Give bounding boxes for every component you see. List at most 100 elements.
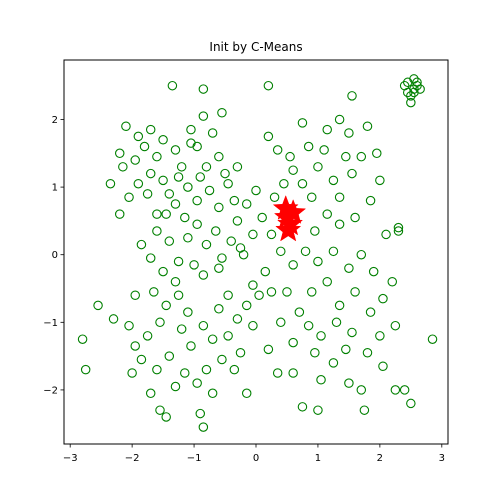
data-point bbox=[170, 276, 181, 287]
data-point bbox=[334, 114, 345, 125]
y-tick-label: 0 bbox=[52, 250, 58, 261]
data-point bbox=[192, 195, 202, 206]
data-point bbox=[201, 239, 212, 250]
data-point bbox=[207, 128, 218, 138]
data-point bbox=[387, 276, 398, 287]
data-point bbox=[276, 246, 286, 257]
data-point bbox=[322, 209, 332, 219]
data-point bbox=[263, 80, 274, 91]
data-point bbox=[161, 412, 171, 422]
data-point bbox=[173, 290, 184, 301]
cluster-center-star bbox=[275, 216, 302, 242]
data-point bbox=[186, 124, 196, 135]
x-tick-label: 1 bbox=[315, 453, 321, 464]
y-tick-label: −2 bbox=[43, 385, 58, 396]
data-point bbox=[350, 287, 360, 297]
data-point bbox=[164, 236, 175, 246]
data-point bbox=[127, 368, 137, 378]
x-tick-label: 3 bbox=[439, 453, 445, 464]
data-point bbox=[406, 398, 416, 409]
data-point bbox=[220, 168, 230, 179]
data-point bbox=[155, 317, 165, 328]
data-point bbox=[139, 141, 150, 152]
data-point bbox=[334, 219, 345, 230]
data-point bbox=[124, 320, 134, 331]
data-point bbox=[341, 344, 351, 355]
data-point bbox=[297, 178, 308, 189]
data-point bbox=[288, 368, 298, 378]
data-point bbox=[183, 233, 193, 243]
data-point bbox=[362, 121, 373, 132]
data-point bbox=[310, 347, 320, 358]
data-point bbox=[158, 135, 168, 145]
y-tick-label: −1 bbox=[43, 318, 58, 329]
data-point bbox=[207, 388, 218, 399]
data-point bbox=[161, 300, 171, 311]
data-point bbox=[173, 172, 184, 182]
data-point bbox=[409, 87, 419, 98]
data-point bbox=[328, 246, 339, 257]
data-point bbox=[158, 266, 168, 277]
data-point bbox=[272, 145, 283, 155]
data-point bbox=[201, 364, 212, 375]
data-point bbox=[344, 263, 354, 273]
data-point bbox=[192, 378, 202, 388]
data-point bbox=[124, 192, 134, 202]
data-point bbox=[136, 354, 147, 365]
data-point bbox=[263, 131, 274, 142]
data-point bbox=[130, 155, 140, 165]
data-point bbox=[198, 320, 209, 331]
data-point bbox=[173, 256, 184, 267]
data-point bbox=[310, 226, 320, 236]
data-point bbox=[201, 162, 212, 172]
data-point bbox=[149, 287, 159, 297]
data-point bbox=[347, 91, 357, 101]
data-point bbox=[195, 408, 206, 419]
data-point bbox=[412, 77, 422, 88]
data-point bbox=[152, 226, 162, 236]
data-point bbox=[241, 300, 252, 311]
data-point bbox=[164, 189, 175, 199]
data-point bbox=[350, 212, 360, 223]
data-point bbox=[285, 151, 295, 162]
data-points bbox=[77, 74, 438, 432]
data-point bbox=[306, 287, 317, 297]
data-point bbox=[368, 266, 379, 277]
data-point bbox=[214, 202, 224, 213]
data-point bbox=[365, 307, 376, 317]
x-tick-label: 0 bbox=[253, 453, 259, 464]
x-tick-label: −1 bbox=[187, 453, 202, 464]
data-point bbox=[272, 368, 283, 378]
data-point bbox=[266, 229, 277, 240]
data-point bbox=[334, 192, 345, 202]
data-point bbox=[155, 405, 165, 415]
data-point bbox=[180, 368, 190, 378]
data-point bbox=[217, 107, 227, 118]
data-point bbox=[105, 178, 116, 189]
data-point bbox=[152, 151, 162, 162]
data-point bbox=[288, 337, 298, 348]
data-point bbox=[121, 121, 131, 132]
data-point bbox=[303, 141, 314, 152]
data-point bbox=[133, 178, 144, 189]
data-point bbox=[322, 276, 332, 287]
data-point bbox=[427, 334, 438, 344]
y-tick-label: 2 bbox=[52, 115, 58, 126]
data-point bbox=[223, 178, 233, 189]
data-point bbox=[402, 87, 413, 98]
data-point bbox=[288, 165, 298, 175]
data-point bbox=[248, 280, 258, 290]
data-point bbox=[198, 111, 209, 121]
data-point bbox=[409, 74, 419, 84]
data-point bbox=[341, 151, 351, 162]
data-point bbox=[217, 354, 227, 365]
data-point bbox=[313, 162, 323, 172]
cluster-center-star bbox=[272, 195, 299, 220]
data-point bbox=[192, 141, 202, 152]
data-point bbox=[189, 260, 199, 270]
data-point bbox=[130, 341, 140, 351]
data-point bbox=[381, 229, 391, 240]
data-point bbox=[232, 162, 243, 172]
data-point bbox=[217, 253, 227, 263]
